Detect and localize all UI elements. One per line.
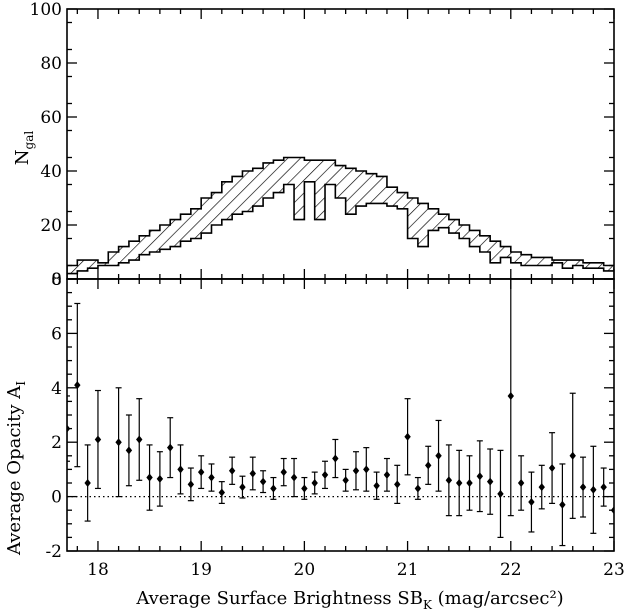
data-point (290, 473, 298, 482)
data-point (136, 435, 143, 444)
x-tick-label: 23 (603, 560, 624, 580)
data-point (394, 480, 401, 489)
data-point (425, 461, 432, 470)
data-point (352, 466, 360, 475)
histogram-ylabel-sub: gal (22, 131, 36, 150)
data-point (332, 454, 339, 463)
x-axis-label: Average Surface Brightness SBK (mag/arcs… (135, 588, 563, 610)
x-tick-label: 22 (500, 560, 522, 580)
data-point (507, 391, 514, 400)
histogram-ytick-label: 0 (51, 270, 62, 290)
data-point (125, 446, 133, 455)
data-point (94, 435, 102, 444)
data-point (270, 484, 277, 493)
opacity-ylabel-main: Average Opacity A (4, 385, 25, 556)
data-point (497, 489, 504, 498)
histogram-inner-bars (67, 181, 614, 279)
data-point (383, 470, 391, 479)
x-axis-label-sub: K (423, 598, 433, 610)
data-point (177, 465, 184, 474)
data-point (259, 477, 267, 486)
data-point (435, 451, 442, 460)
data-point (146, 473, 153, 482)
data-point (373, 481, 380, 490)
data-point (342, 476, 349, 485)
data-point (486, 477, 494, 486)
opacity-ytick-label: -2 (45, 542, 62, 562)
histogram-ytick-label: 60 (40, 108, 62, 128)
histogram-ytick-label: 20 (40, 216, 62, 236)
data-point (321, 470, 329, 479)
data-point (228, 466, 236, 475)
histogram-ytick-label: 100 (30, 0, 62, 20)
data-point (301, 484, 308, 493)
data-point (74, 381, 81, 390)
data-point (445, 476, 453, 485)
data-point (115, 438, 122, 447)
data-point (84, 479, 91, 487)
data-point (600, 483, 607, 492)
histogram-ylabel-main: N (12, 149, 33, 165)
data-point (311, 479, 318, 487)
opacity-ytick-label: 4 (51, 379, 62, 399)
histogram-ytick-label: 80 (40, 54, 62, 74)
data-point (579, 483, 587, 492)
histogram-ylabel: Ngal (12, 131, 36, 166)
histogram-ytick-label: 40 (40, 162, 62, 182)
data-point (249, 469, 256, 478)
opacity-ytick-label: 0 (51, 488, 62, 508)
data-point (528, 498, 535, 507)
opacity-ytick-label: 2 (51, 433, 62, 453)
data-point (156, 474, 164, 483)
data-point (363, 465, 370, 474)
data-point (455, 479, 463, 487)
x-tick-label: 21 (397, 560, 419, 580)
x-axis-label-main: Average Surface Brightness SB (135, 588, 423, 609)
opacity-ylabel: Average Opacity AI (4, 381, 28, 556)
opacity-ytick-label: 8 (51, 270, 62, 290)
data-point (476, 472, 484, 481)
data-point (167, 443, 174, 452)
data-point (569, 451, 576, 460)
data-point (404, 432, 411, 441)
data-point (197, 468, 205, 477)
data-point (559, 500, 566, 509)
data-point (538, 483, 545, 492)
opacity-ytick-label: 6 (51, 324, 62, 344)
histogram-panel: 0 20 40 60 80 100 Ngal (12, 0, 615, 290)
data-point (187, 480, 195, 489)
x-tick-label: 20 (294, 560, 316, 580)
data-point (239, 483, 246, 492)
x-tick-label: 19 (190, 560, 212, 580)
data-point (280, 468, 287, 477)
data-point (466, 479, 473, 487)
data-point (590, 485, 597, 494)
x-tick-label: 18 (87, 560, 109, 580)
opacity-ylabel-sub: I (14, 381, 28, 386)
data-point (517, 479, 525, 487)
data-point (218, 488, 226, 497)
data-point (414, 484, 422, 493)
data-point (208, 473, 215, 482)
data-point (548, 464, 556, 473)
x-axis-label-tail: (mag/arcsec²) (432, 588, 564, 609)
